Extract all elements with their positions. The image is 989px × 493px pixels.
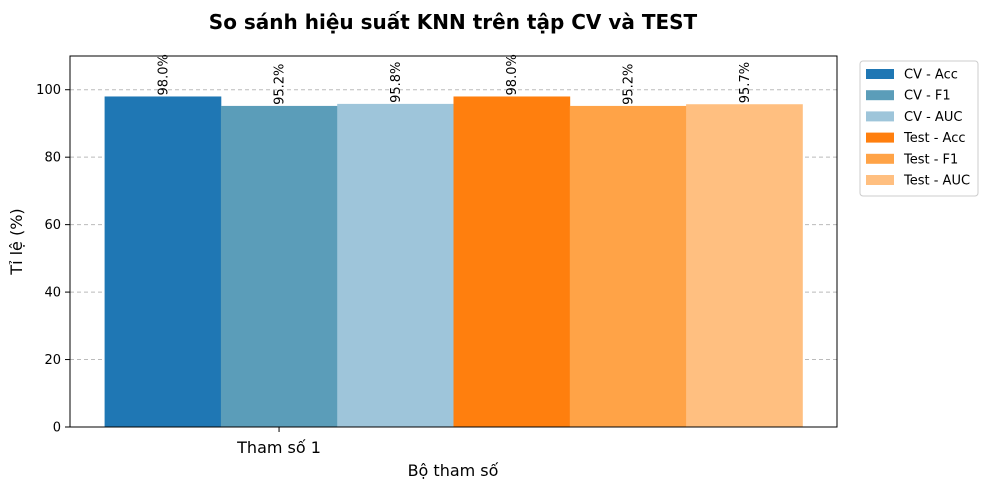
legend-label-test-acc: Test - Acc: [903, 131, 966, 146]
bar-cv-auc: [337, 103, 454, 427]
y-tick-label: 60: [44, 218, 61, 233]
legend-label-test-auc: Test - AUC: [903, 174, 970, 189]
bars-group: [104, 96, 803, 428]
bar-test-acc: [453, 96, 571, 428]
legend-swatch-test-acc: [866, 132, 894, 143]
bar-test-f1: [569, 105, 687, 427]
bar-label-cv-f1: 95.2%: [273, 64, 288, 105]
legend: CV - Acc CV - F1 CV - AUC Test - Acc Test - …: [859, 60, 979, 197]
bar-label-cv-acc: 98.0%: [156, 54, 171, 95]
plot-frame: [69, 55, 838, 428]
legend-swatch-cv-auc: [866, 111, 894, 122]
bar-label-test-auc: 95.7%: [738, 62, 753, 103]
y-tick-label: 0: [53, 421, 61, 436]
legend-label-cv-auc: CV - AUC: [904, 110, 962, 125]
bar-label-test-acc: 98.0%: [505, 54, 520, 95]
legend-swatch-test-auc: [866, 175, 894, 185]
bar-label-cv-auc: 95.8%: [389, 62, 404, 103]
x-tick-label: Tham số 1: [236, 438, 321, 457]
bar-labels-group: 98.0% 95.2% 95.8% 98.0% 95.2% 95.7%: [156, 54, 753, 105]
chart-title: So sánh hiệu suất KNN trên tập CV và TES…: [209, 10, 698, 34]
legend-swatch-cv-f1: [866, 90, 894, 101]
x-axis-label: Bộ tham số: [408, 461, 499, 480]
bar-label-test-f1: 95.2%: [621, 64, 636, 105]
legend-label-test-f1: Test - F1: [903, 152, 958, 167]
legend-swatch-cv-acc: [866, 69, 894, 79]
y-tick-label: 20: [44, 353, 61, 368]
bar-cv-f1: [220, 105, 338, 427]
y-tick-label: 40: [44, 286, 61, 301]
bar-cv-acc: [104, 96, 222, 428]
bar-test-auc: [686, 104, 803, 427]
y-tick-label: 100: [36, 83, 61, 98]
legend-label-cv-acc: CV - Acc: [904, 68, 958, 83]
x-axis: Tham số 1: [236, 427, 321, 457]
y-tick-label: 80: [44, 151, 61, 166]
y-axis: 0 20 40 60 80 100: [36, 83, 70, 436]
y-axis-label: Tỉ lệ (%): [7, 208, 26, 275]
legend-label-cv-f1: CV - F1: [904, 89, 951, 104]
legend-swatch-test-f1: [866, 153, 894, 164]
